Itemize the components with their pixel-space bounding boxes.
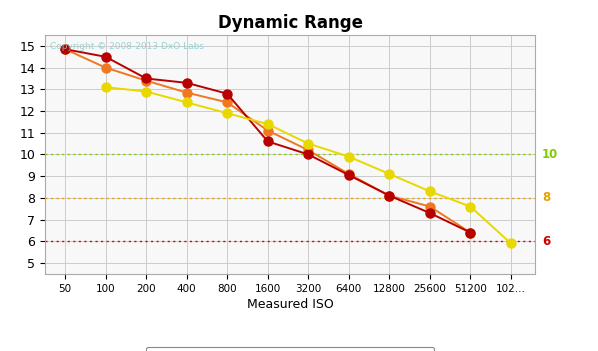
Nikon D810 [224, 92, 231, 96]
Sony A7S [304, 141, 312, 146]
Sony A7S [142, 90, 150, 94]
Sony A7S [467, 204, 474, 208]
Text: 10: 10 [542, 148, 559, 161]
Sony A7R II [467, 231, 474, 235]
Legend: Sony A7R II, Nikon D810, Sony A7S: Sony A7R II, Nikon D810, Sony A7S [145, 346, 435, 351]
Sony A7S [264, 122, 271, 126]
Sony A7R II [183, 91, 190, 95]
Sony A7S [345, 154, 352, 159]
Nikon D810 [386, 193, 393, 198]
Sony A7R II [62, 47, 69, 51]
Nikon D810 [62, 47, 69, 51]
Nikon D810 [345, 173, 352, 177]
Sony A7R II [224, 100, 231, 105]
Text: 6: 6 [542, 235, 550, 248]
Sony A7S [183, 100, 190, 105]
Nikon D810 [426, 211, 434, 215]
Line: Sony A7R II: Sony A7R II [60, 45, 475, 237]
Sony A7R II [304, 148, 312, 152]
Sony A7R II [386, 193, 393, 198]
Title: Dynamic Range: Dynamic Range [218, 14, 362, 32]
Text: Copyright © 2008-2013 DxO Labs: Copyright © 2008-2013 DxO Labs [50, 42, 204, 51]
Sony A7R II [426, 204, 434, 208]
Sony A7S [386, 172, 393, 176]
Nikon D810 [467, 231, 474, 235]
Sony A7R II [142, 79, 150, 83]
Line: Sony A7S: Sony A7S [101, 83, 515, 248]
Nikon D810 [304, 152, 312, 157]
Sony A7S [426, 189, 434, 193]
Sony A7R II [102, 66, 109, 70]
Text: 8: 8 [542, 191, 550, 204]
Sony A7S [507, 241, 514, 245]
Line: Nikon D810: Nikon D810 [60, 45, 475, 237]
Nikon D810 [183, 81, 190, 85]
Sony A7R II [345, 172, 352, 176]
Sony A7R II [264, 128, 271, 133]
X-axis label: Measured ISO: Measured ISO [246, 298, 334, 311]
Nikon D810 [264, 139, 271, 144]
Nikon D810 [142, 77, 150, 81]
Nikon D810 [102, 55, 109, 59]
Sony A7S [224, 111, 231, 115]
Sony A7S [102, 85, 109, 89]
